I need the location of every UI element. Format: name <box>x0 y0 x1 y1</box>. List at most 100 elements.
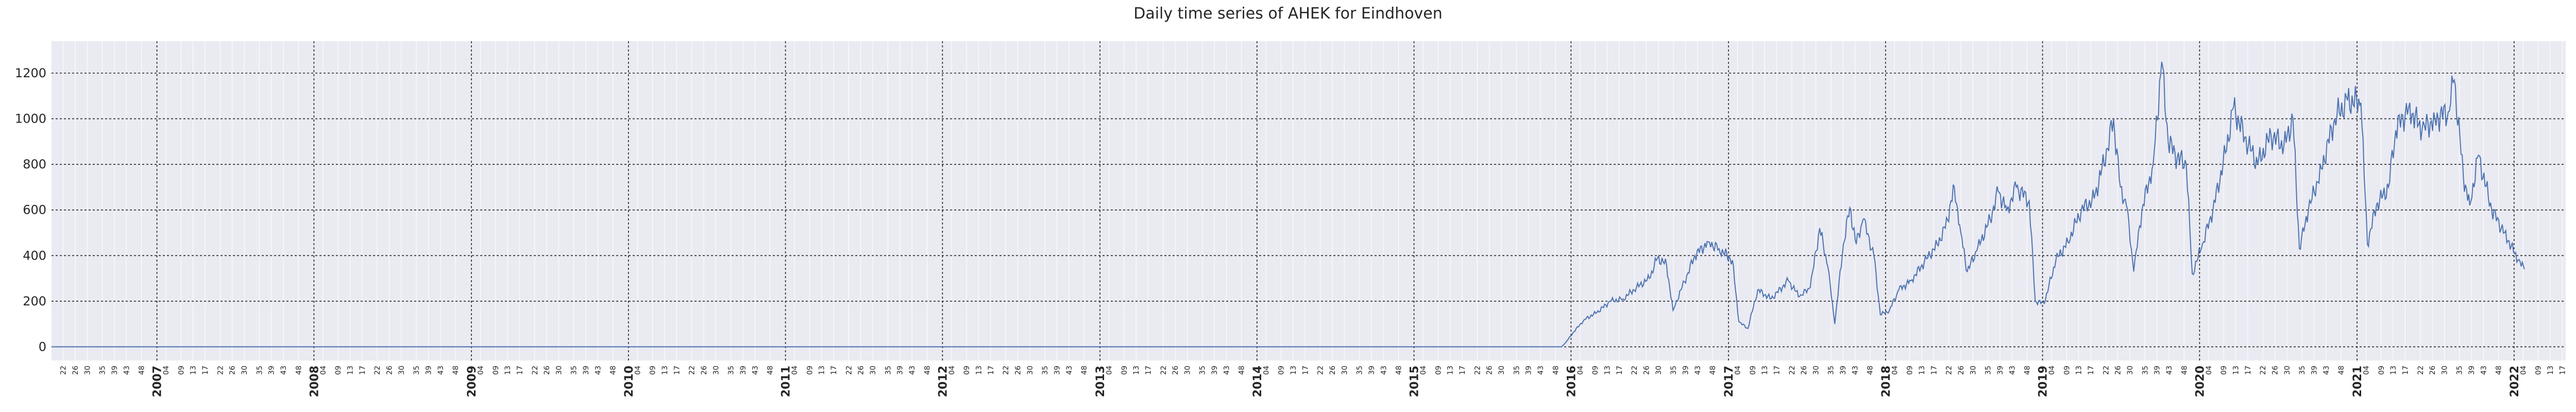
week-tick-label: 43 <box>908 366 917 375</box>
week-tick-label: 30 <box>1498 366 1506 375</box>
week-tick-label: 48 <box>295 366 303 375</box>
week-tick-label: 13 <box>1447 366 1455 375</box>
week-tick-label: 17 <box>201 366 210 375</box>
week-tick-label: 13 <box>1918 366 1926 375</box>
week-tick-label: 35 <box>2298 366 2307 375</box>
week-tick-label: 22 <box>2259 366 2267 375</box>
week-tick-label: 48 <box>1552 366 1560 375</box>
week-tick-label: 09 <box>806 366 814 375</box>
y-tick-label: 1200 <box>15 66 46 80</box>
y-tick-label: 1000 <box>15 112 46 126</box>
week-tick-label: 13 <box>2389 366 2398 375</box>
week-tick-label: 04 <box>319 366 328 375</box>
week-tick-label: 22 <box>1002 366 1010 375</box>
week-tick-label: 43 <box>2165 366 2174 375</box>
year-tick-label: 2013 <box>1094 366 1107 397</box>
year-tick-label: 2010 <box>623 366 636 397</box>
week-tick-label: 26 <box>386 366 394 375</box>
year-tick-label: 2019 <box>2037 366 2050 397</box>
week-tick-label: 26 <box>1800 366 1808 375</box>
week-tick-label: 39 <box>2310 366 2318 375</box>
week-tick-label: 04 <box>2363 366 2371 375</box>
week-tick-label: 22 <box>531 366 539 375</box>
week-tick-label: 04 <box>791 366 799 375</box>
week-tick-label: 35 <box>1513 366 1521 375</box>
week-tick-label: 30 <box>398 366 406 375</box>
week-tick-label: 26 <box>1329 366 1337 375</box>
week-tick-label: 30 <box>241 366 249 375</box>
week-tick-label: 48 <box>1238 366 1246 375</box>
week-tick-label: 39 <box>2468 366 2476 375</box>
week-tick-label: 26 <box>229 366 237 375</box>
week-tick-label: 04 <box>1106 366 1114 375</box>
week-tick-label: 30 <box>2283 366 2292 375</box>
chart-title: Daily time series of AHEK for Eindhoven <box>1133 5 1443 23</box>
week-tick-label: 26 <box>1643 366 1651 375</box>
week-tick-label: 48 <box>767 366 775 375</box>
week-tick-label: 48 <box>2495 366 2503 375</box>
week-tick-label: 43 <box>1223 366 1231 375</box>
week-tick-label: 04 <box>2519 366 2528 375</box>
week-tick-label: 26 <box>2272 366 2280 375</box>
week-tick-label: 35 <box>570 366 579 375</box>
week-tick-label: 48 <box>923 366 931 375</box>
week-tick-label: 39 <box>1368 366 1376 375</box>
week-tick-label: 13 <box>1132 366 1141 375</box>
week-tick-label: 35 <box>884 366 892 375</box>
week-tick-label: 30 <box>1812 366 1821 375</box>
week-tick-label: 43 <box>1065 366 1074 375</box>
week-tick-label: 26 <box>543 366 551 375</box>
week-tick-label: 13 <box>661 366 669 375</box>
week-tick-label: 39 <box>582 366 590 375</box>
week-tick-label: 48 <box>1395 366 1403 375</box>
week-tick-label: 39 <box>896 366 905 375</box>
week-tick-label: 17 <box>673 366 681 375</box>
week-tick-label: 35 <box>2456 366 2464 375</box>
week-tick-label: 35 <box>727 366 736 375</box>
week-tick-label: 13 <box>190 366 198 375</box>
week-tick-label: 13 <box>2547 366 2555 375</box>
plot-area <box>52 41 2566 360</box>
week-tick-label: 48 <box>2337 366 2346 375</box>
year-tick-label: 2012 <box>937 366 950 397</box>
year-tick-label: 2020 <box>2194 366 2207 397</box>
week-tick-label: 43 <box>123 366 131 375</box>
week-tick-label: 48 <box>2024 366 2032 375</box>
week-tick-label: 43 <box>2323 366 2331 375</box>
week-tick-label: 13 <box>2075 366 2083 375</box>
week-tick-label: 09 <box>1591 366 1600 375</box>
week-tick-label: 26 <box>857 366 866 375</box>
week-tick-label: 17 <box>1616 366 1624 375</box>
week-tick-label: 17 <box>516 366 524 375</box>
y-tick-label: 200 <box>23 294 46 308</box>
y-tick-label: 800 <box>23 157 46 171</box>
week-tick-label: 04 <box>1577 366 1585 375</box>
week-tick-label: 22 <box>2417 366 2425 375</box>
week-tick-label: 09 <box>1749 366 1757 375</box>
week-tick-label: 26 <box>1014 366 1023 375</box>
week-tick-label: 43 <box>751 366 759 375</box>
week-tick-label: 39 <box>2154 366 2162 375</box>
week-tick-label: 35 <box>99 366 107 375</box>
week-tick-label: 13 <box>504 366 512 375</box>
week-tick-label: 17 <box>1301 366 1310 375</box>
week-tick-label: 30 <box>1969 366 1977 375</box>
week-tick-label: 39 <box>1839 366 1848 375</box>
week-tick-label: 30 <box>869 366 877 375</box>
week-tick-label: 22 <box>216 366 225 375</box>
week-tick-label: 43 <box>2008 366 2016 375</box>
week-tick-label: 09 <box>1278 366 1286 375</box>
week-tick-label: 17 <box>2402 366 2410 375</box>
week-tick-label: 26 <box>1957 366 1965 375</box>
week-tick-label: 48 <box>1867 366 1875 375</box>
week-tick-label: 09 <box>334 366 343 375</box>
week-tick-label: 17 <box>987 366 995 375</box>
week-tick-label: 13 <box>1604 366 1612 375</box>
x-axis-labels: 22 26 30 35 39 43 48 04 09 13 17 22 26 30 35 39 43 48 04 09… <box>60 366 2567 397</box>
y-tick-label: 600 <box>23 203 46 217</box>
week-tick-label: 04 <box>1262 366 1270 375</box>
week-tick-label: 39 <box>425 366 433 375</box>
week-tick-label: 39 <box>268 366 276 375</box>
week-tick-label: 13 <box>975 366 984 375</box>
week-tick-label: 48 <box>2180 366 2189 375</box>
